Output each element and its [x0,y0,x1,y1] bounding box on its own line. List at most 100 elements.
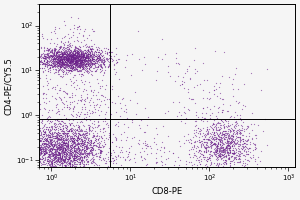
Point [47,155,52,158]
Point [103,110,108,114]
Point [59,63,64,66]
Point [212,93,217,96]
Point [103,59,108,62]
Point [49,143,53,146]
Point [58,119,63,123]
Point [72,156,76,159]
Point [235,121,240,124]
Point [244,134,248,137]
Point [47,159,52,163]
Point [72,155,77,158]
Point [64,57,69,60]
Point [62,150,67,154]
Point [216,134,220,138]
Point [97,105,101,108]
Point [65,50,70,54]
Point [74,123,78,127]
Point [227,75,232,78]
Point [67,155,72,158]
Point [43,148,48,151]
Point [82,141,87,144]
Point [226,157,231,160]
Point [52,121,57,125]
Point [51,86,56,89]
Point [69,60,74,64]
Point [71,137,76,140]
Point [61,50,66,54]
Point [58,156,63,160]
Point [180,82,185,85]
Point [213,154,218,157]
Point [68,61,72,64]
Point [89,52,94,55]
Point [50,51,55,55]
Point [38,150,42,153]
Point [42,142,47,145]
Point [59,150,64,153]
Point [224,144,229,148]
Point [56,69,61,72]
Point [48,65,52,69]
Point [74,45,79,49]
Point [82,60,87,63]
Point [53,126,58,129]
Point [224,136,228,139]
Point [71,158,76,161]
Point [87,65,92,68]
Point [80,155,84,158]
Point [218,152,223,155]
Point [216,128,220,131]
Point [218,152,223,155]
Point [85,49,90,52]
Point [80,141,85,144]
Point [60,47,64,50]
Point [206,137,210,140]
Point [199,150,203,153]
Point [98,155,102,159]
Point [73,50,77,53]
Point [65,104,70,107]
Point [220,152,225,155]
Point [52,52,57,55]
Point [53,55,58,58]
Point [202,145,207,148]
Point [247,143,252,146]
Point [40,157,45,160]
Point [47,145,52,148]
Point [209,126,214,129]
Point [68,66,73,69]
Point [44,134,48,137]
Point [71,55,76,59]
Point [203,150,208,153]
Point [72,105,76,108]
Point [42,133,46,136]
Point [69,129,74,132]
Point [139,155,143,158]
Point [224,155,228,159]
Point [65,146,70,149]
Point [89,50,94,53]
Point [53,53,58,56]
Point [87,140,92,143]
Point [222,148,227,151]
Point [59,56,64,59]
Point [206,137,211,140]
Point [232,73,237,76]
Point [205,157,210,160]
Point [88,53,93,56]
Point [46,144,51,148]
Point [41,48,46,51]
Point [87,59,92,62]
Point [102,59,107,62]
Point [97,123,102,126]
Point [72,65,77,68]
Point [101,60,106,64]
Point [56,55,60,58]
Point [194,139,199,143]
Point [248,141,252,144]
Point [42,142,47,146]
Point [65,64,70,67]
Point [53,47,58,50]
Point [98,64,103,67]
Point [226,134,231,138]
